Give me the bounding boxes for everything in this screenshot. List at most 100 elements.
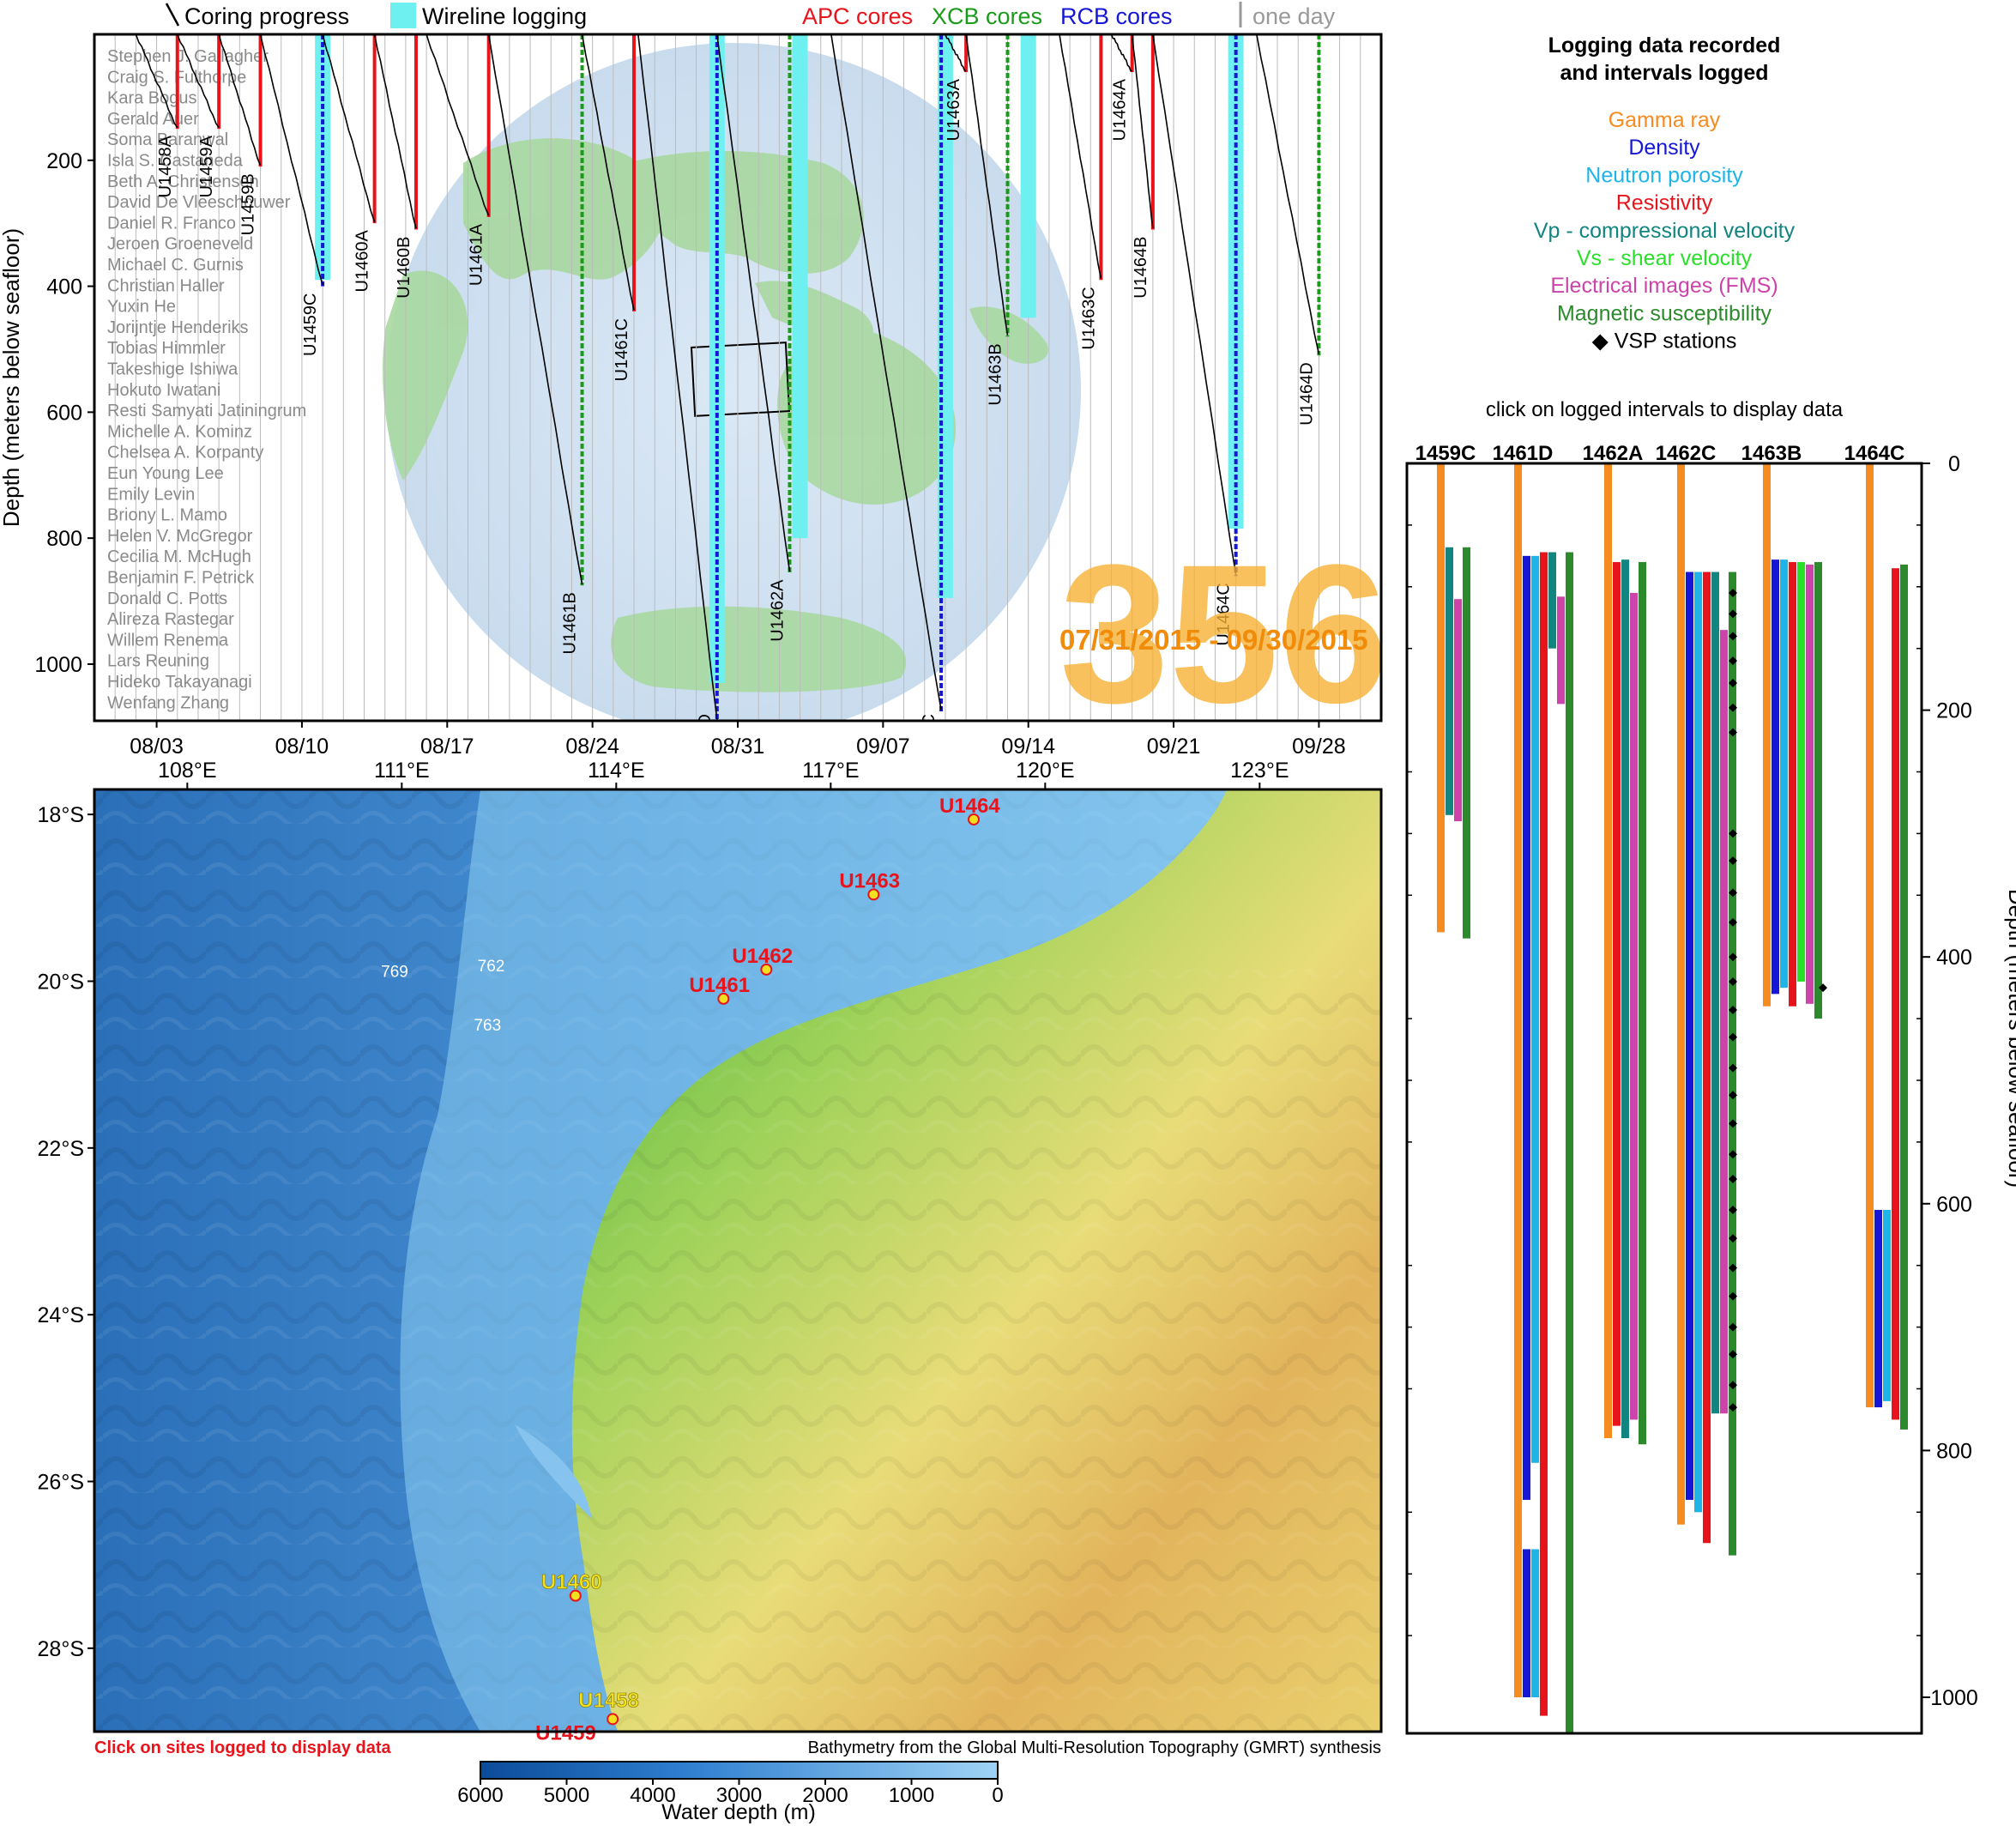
vsp-station-marker	[1729, 1150, 1737, 1159]
logged-interval-bar[interactable]	[1523, 555, 1530, 1500]
logged-interval-bar[interactable]	[1711, 571, 1719, 1414]
drill-site-marker[interactable]	[717, 992, 730, 1005]
team-member-name: Tobias Himmler	[107, 339, 226, 358]
odp-site-label: 762	[478, 958, 505, 976]
team-member-name: Helen V. McGregor	[107, 527, 253, 546]
wireline-logging-bar[interactable]	[1020, 34, 1036, 318]
vsp-station-marker	[1819, 983, 1827, 993]
x-tick-label: 08/03	[130, 735, 184, 759]
coring-progress-line	[322, 34, 376, 222]
logged-interval-bar[interactable]	[1446, 547, 1453, 815]
y-tick-label: 600	[46, 401, 82, 425]
logged-interval-bar[interactable]	[1566, 552, 1573, 1735]
drill-site-label[interactable]: U1461	[689, 974, 750, 997]
logging-legend-title-line1: Logging data recorded	[1548, 33, 1781, 57]
hole-label: U1462A	[768, 579, 787, 642]
logged-interval-bar[interactable]	[1797, 562, 1805, 982]
vsp-station-marker	[1729, 588, 1737, 597]
logged-interval-bar[interactable]	[1883, 1209, 1891, 1401]
wireline-logging-swatch	[390, 3, 416, 28]
logged-interval-bar[interactable]	[1900, 564, 1908, 1430]
team-member-name: Hideko Takayanagi	[107, 673, 252, 692]
hole-column-header[interactable]: 1462C	[1656, 442, 1717, 465]
logged-interval-bar[interactable]	[1892, 568, 1899, 1420]
site-map-panel: 108°E 111°E 114°E 117°E 120°E 123°E 769 762 763…	[38, 759, 1383, 1824]
wireline-logging-bar[interactable]	[792, 34, 808, 539]
lon-tick-label: 117°E	[802, 759, 860, 783]
hole-column-header[interactable]: 1464C	[1844, 442, 1905, 465]
x-tick-label: 09/21	[1147, 735, 1201, 759]
vsp-station-marker	[1729, 829, 1737, 838]
lon-tick-label: 120°E	[1016, 759, 1074, 783]
logged-interval-bar[interactable]	[1630, 592, 1638, 1420]
x-tick-label: 09/07	[856, 735, 910, 759]
vsp-station-marker	[1729, 1234, 1737, 1243]
logged-interval-bar[interactable]	[1686, 571, 1693, 1500]
colorbar-tick-label: 5000	[544, 1784, 589, 1807]
coring-progress-line	[1152, 34, 1237, 575]
logged-interval-bar[interactable]	[1866, 463, 1874, 1408]
vsp-station-marker	[1729, 1322, 1737, 1332]
logged-interval-bar[interactable]	[1463, 547, 1470, 939]
logged-interval-bar[interactable]	[1720, 630, 1728, 1414]
vsp-station-marker	[1729, 1403, 1737, 1412]
logged-interval-bar[interactable]	[1604, 463, 1612, 1439]
coring-progress-line	[259, 34, 323, 286]
hole-column-header[interactable]: 1463B	[1741, 442, 1802, 465]
drill-site-marker[interactable]	[968, 813, 980, 825]
logged-interval-bar[interactable]	[1437, 463, 1445, 933]
logged-interval-bar[interactable]	[1514, 463, 1522, 1697]
hole-column-header[interactable]: 1459C	[1415, 442, 1476, 465]
drill-site-label[interactable]: U1459	[535, 1721, 596, 1744]
vsp-station-marker	[1729, 656, 1737, 666]
logged-interval-bar[interactable]	[1694, 571, 1702, 1513]
hole-label: U1461C	[613, 318, 631, 381]
vsp-station-marker	[1729, 632, 1737, 641]
logged-interval-bar[interactable]	[1763, 463, 1771, 1007]
logged-interval-bar[interactable]	[1523, 1549, 1530, 1697]
logged-interval-bar[interactable]	[1639, 562, 1646, 1445]
logged-interval-bar[interactable]	[1540, 552, 1548, 1716]
colorbar-tick-label: 1000	[889, 1784, 934, 1807]
x-tick-label: 08/24	[565, 735, 619, 759]
logged-interval-bar[interactable]	[1531, 1549, 1539, 1697]
logged-interval-bar[interactable]	[1789, 562, 1796, 1007]
coring-progress-line	[945, 34, 967, 72]
hole-column-header[interactable]: 1462A	[1583, 442, 1644, 465]
logged-interval-bar[interactable]	[1677, 463, 1685, 1525]
logged-interval-bar[interactable]	[1806, 564, 1814, 1004]
wireline-logging-bar[interactable]	[709, 34, 725, 683]
odp-site-label: 769	[381, 964, 408, 982]
logged-interval-bar[interactable]	[1780, 559, 1788, 989]
drill-site-label[interactable]: U1464	[939, 795, 1000, 818]
intervals-frame	[1405, 462, 1923, 1735]
hole-label: U1464C	[1215, 583, 1234, 645]
hole-label: U1459C	[301, 293, 320, 356]
logged-interval-bar[interactable]	[1772, 559, 1779, 995]
logged-interval-bar[interactable]	[1621, 559, 1629, 1439]
depth-tick-label: 200	[1936, 699, 1972, 723]
logged-interval-bar[interactable]	[1814, 562, 1822, 1019]
drill-site-marker[interactable]	[569, 1589, 582, 1602]
logged-interval-bar[interactable]	[1613, 562, 1621, 1426]
drill-site-label[interactable]: U1458	[578, 1689, 639, 1713]
logged-interval-bar[interactable]	[1557, 596, 1565, 704]
drill-site-label[interactable]: U1460	[541, 1570, 602, 1594]
lat-tick-label: 20°S	[38, 970, 84, 994]
x-tick-label: 09/14	[1001, 735, 1055, 759]
logged-interval-bar[interactable]	[1531, 555, 1539, 1463]
logged-interval-bar[interactable]	[1729, 571, 1736, 1556]
drill-site-marker[interactable]	[760, 963, 773, 976]
colorbar-scale	[480, 1761, 999, 1780]
drill-site-label[interactable]: U1462	[732, 945, 793, 968]
drill-site-marker[interactable]	[607, 1713, 619, 1726]
wireline-logging-bar[interactable]	[315, 34, 331, 281]
logged-interval-bar[interactable]	[1874, 1209, 1882, 1408]
drill-site-marker[interactable]	[867, 888, 880, 901]
logged-interval-bar[interactable]	[1703, 571, 1711, 1544]
drill-site-label[interactable]: U1463	[839, 869, 900, 892]
logged-interval-bar[interactable]	[1454, 599, 1462, 822]
hole-column-header[interactable]: 1461D	[1493, 442, 1554, 465]
logged-interval-bar[interactable]	[1548, 552, 1556, 649]
